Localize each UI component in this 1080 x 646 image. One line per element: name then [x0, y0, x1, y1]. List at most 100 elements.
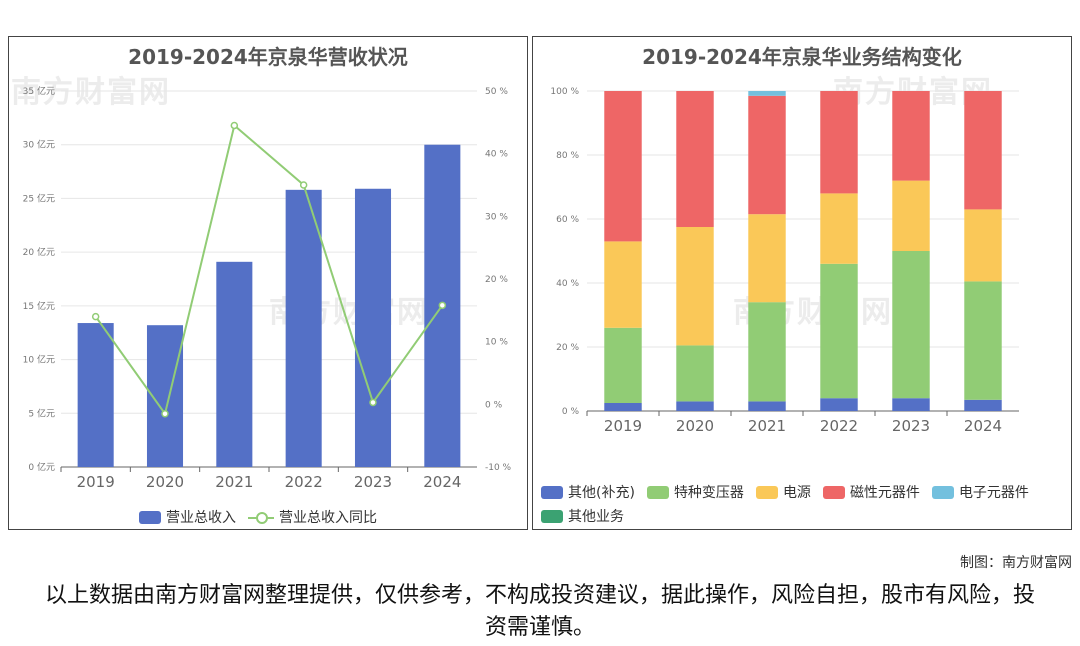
stacked-bar-segment — [676, 345, 714, 402]
legend-label: 磁性元器件 — [849, 485, 920, 501]
point-revenue-yoy — [91, 312, 100, 321]
business-structure-legend: 其他(补充) 特种变压器 电源 磁性元器件 电子元器件 其他业务 — [541, 480, 1071, 528]
y-tick-label: 15 亿元 — [23, 300, 55, 312]
stacked-bar-segment — [820, 91, 858, 194]
stacked-bar-segment — [604, 241, 642, 328]
y2-tick-label: 50 % — [485, 87, 508, 97]
y-tick-label: 80 % — [556, 151, 579, 161]
stacked-bar-segment — [820, 193, 858, 264]
stacked-bar-segment — [964, 281, 1002, 400]
x-tick-label: 2021 — [748, 417, 786, 435]
legend-item-revenue-yoy[interactable]: 营业总收入同比 — [248, 505, 377, 529]
stacked-bar-segment — [748, 95, 786, 215]
y-tick-label: 25 亿元 — [23, 192, 55, 204]
legend-item-revenue[interactable]: 营业总收入 — [139, 505, 236, 529]
legend-swatch — [541, 485, 563, 499]
legend-swatch — [931, 485, 954, 499]
legend-label: 特种变压器 — [673, 485, 744, 501]
y-tick-label: 20 亿元 — [23, 246, 55, 258]
stacked-bar-segment — [964, 399, 1002, 411]
x-tick-label: 2020 — [676, 417, 714, 435]
y2-tick-label: 30 % — [485, 212, 508, 222]
x-tick-label: 2023 — [892, 417, 930, 435]
y-tick-label: 0 亿元 — [28, 461, 55, 473]
stacked-bar-segment — [892, 398, 930, 411]
stacked-bar-segment — [748, 401, 786, 411]
legend-label: 电源 — [782, 485, 811, 501]
legend-swatch — [646, 485, 669, 499]
legend-item-other-business[interactable]: 其他业务 — [541, 504, 624, 528]
stacked-bar-segment — [892, 251, 930, 399]
y-tick-label: 0 % — [562, 407, 580, 417]
x-tick-label: 2022 — [285, 473, 323, 491]
stacked-bar-segment — [892, 180, 930, 251]
stacked-bar-segment — [748, 302, 786, 402]
stacked-bar-segment — [964, 91, 1002, 210]
bar-revenue — [216, 261, 253, 467]
legend-swatch — [755, 485, 778, 499]
stacked-bar-segment — [964, 209, 1002, 282]
revenue-chart-panel: 2019-2024年京泉华营收状况 南方财富网 南方财富网 0 亿元 5 亿元 10… — [8, 36, 528, 530]
legend-label: 其他(补充) — [568, 485, 635, 501]
legend-item-magnetic-components[interactable]: 磁性元器件 — [822, 480, 920, 504]
point-revenue-yoy — [438, 301, 447, 310]
legend-label: 其他业务 — [568, 509, 624, 525]
business-structure-chart-svg: 0 % 20 % 40 % 60 % 80 % 100 % 2019 2020 2021 2022… — [550, 87, 1019, 435]
stacked-bar-segment — [604, 403, 642, 411]
legend-item-electronic-components[interactable]: 电子元器件 — [931, 480, 1029, 504]
stacked-bar-segment — [676, 91, 714, 227]
stacked-bar-segment — [892, 91, 930, 181]
y2-tick-label: -10 % — [485, 463, 512, 473]
y2-tick-label: 20 % — [485, 275, 508, 285]
point-revenue-yoy — [230, 121, 239, 130]
legend-label: 电子元器件 — [958, 485, 1029, 501]
stacked-bar-segment — [748, 214, 786, 303]
legend-item-other-supplement[interactable]: 其他(补充) — [541, 480, 635, 504]
revenue-chart-title: 2019-2024年京泉华营收状况 — [128, 45, 408, 69]
legend-swatch — [822, 485, 845, 499]
x-tick-label: 2019 — [77, 473, 115, 491]
y-tick-label: 10 亿元 — [23, 354, 55, 366]
x-tick-label: 2020 — [146, 473, 184, 491]
revenue-chart-svg: 0 亿元 5 亿元 10 亿元 15 亿元 20 亿元 25 亿元 30 亿元 35 亿元 -1… — [23, 85, 512, 491]
legend-item-power-supply[interactable]: 电源 — [755, 480, 811, 504]
legend-swatch — [541, 509, 563, 523]
stacked-bar-segment — [820, 263, 858, 399]
y2-tick-label: 10 % — [485, 338, 508, 348]
x-tick-label: 2022 — [820, 417, 858, 435]
legend-item-special-transformer[interactable]: 特种变压器 — [646, 480, 744, 504]
legend-swatch — [139, 510, 161, 524]
x-tick-label: 2021 — [215, 473, 253, 491]
y2-tick-label: 0 % — [485, 400, 503, 410]
stacked-bar-segment — [676, 227, 714, 346]
y-tick-label: 35 亿元 — [23, 85, 55, 97]
stacked-bar-segment — [604, 91, 642, 242]
point-revenue-yoy — [369, 398, 377, 407]
business-structure-chart-panel: 2019-2024年京泉华业务结构变化 南方财富网 南方财富网 0 %20 %4… — [532, 36, 1072, 530]
x-tick-label: 2024 — [964, 417, 1002, 435]
legend-label: 营业总收入 — [166, 510, 236, 526]
y-tick-label: 40 % — [556, 279, 579, 289]
y2-tick-label: 40 % — [485, 150, 508, 160]
y-tick-label: 100 % — [550, 87, 579, 97]
disclaimer-text: 以上数据由南方财富网整理提供，仅供参考，不构成投资建议，据此操作，风险自担，股市… — [44, 583, 1035, 640]
bar-revenue — [77, 323, 114, 467]
bar-revenue — [354, 188, 392, 467]
stacked-bar-segment — [820, 398, 858, 411]
x-tick-label: 2019 — [604, 417, 642, 435]
legend-label: 营业总收入同比 — [279, 510, 377, 526]
y-tick-label: 60 % — [556, 215, 579, 225]
chart-credit: 制图：南方财富网 — [960, 555, 1072, 571]
legend-line-marker — [248, 511, 274, 524]
business-structure-chart-title: 2019-2024年京泉华业务结构变化 — [642, 45, 962, 69]
x-tick-label: 2024 — [423, 473, 461, 491]
y-tick-label: 20 % — [556, 343, 579, 353]
stacked-bar-segment — [604, 327, 642, 403]
point-revenue-yoy — [299, 181, 308, 189]
stacked-bar-segment — [748, 91, 786, 96]
stacked-bar-segment — [676, 401, 714, 411]
point-revenue-yoy — [161, 409, 169, 418]
y-tick-label: 5 亿元 — [28, 407, 55, 419]
bar-revenue — [285, 189, 322, 467]
x-tick-label: 2023 — [354, 473, 392, 491]
